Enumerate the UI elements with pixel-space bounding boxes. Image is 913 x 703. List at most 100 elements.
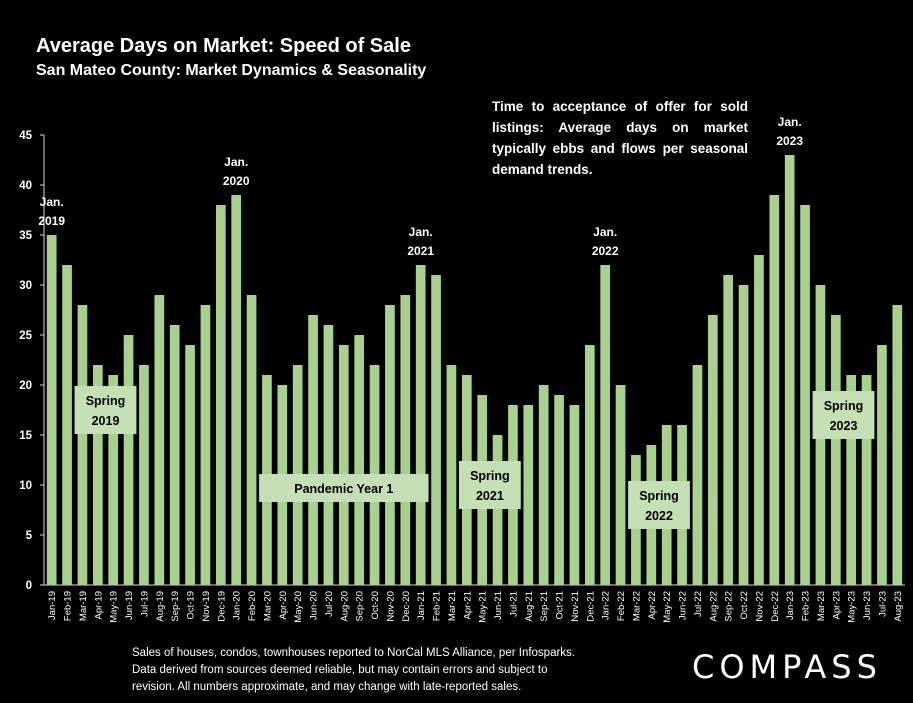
bar: [215, 205, 226, 585]
bar: [185, 345, 195, 585]
annotation-label: 2023: [776, 134, 803, 148]
x-tick-label: Sep-21: [539, 591, 550, 622]
x-tick-label: Jul-20: [324, 591, 335, 617]
season-box-label: Spring: [639, 489, 679, 503]
x-tick-label: Mar-21: [447, 591, 458, 621]
bar: [77, 305, 88, 585]
x-tick-label: Dec-22: [770, 591, 781, 622]
x-tick-label: Oct-21: [555, 591, 566, 620]
bar: [692, 365, 703, 585]
season-box-label: 2021: [476, 489, 504, 503]
x-tick-label: Jul-23: [877, 591, 888, 617]
bar: [169, 325, 180, 585]
bar: [108, 375, 119, 585]
y-tick-label: 40: [19, 180, 32, 192]
bar: [784, 155, 795, 585]
x-tick-label: Jul-22: [693, 591, 704, 617]
y-tick-label: 5: [26, 530, 33, 542]
x-tick-label: Aug-22: [708, 591, 719, 622]
season-box: [628, 481, 690, 529]
x-tick-label: Mar-19: [78, 591, 89, 621]
footnote-line-3: revision. All numbers approximate, and m…: [132, 681, 522, 693]
x-tick-label: Jun-19: [124, 591, 135, 620]
bar-chart: 0 5 10 15 20 25 30 35 40 45 Jan-19 Feb-19 Mar-19 Apr-…: [19, 115, 905, 623]
x-tick-label: Apr-19: [93, 591, 104, 620]
x-tick-label: Nov-20: [385, 591, 396, 622]
season-box-label: Spring: [470, 469, 510, 483]
bar: [707, 315, 718, 585]
chart-note: Time to acceptance of offer for sold lis…: [492, 99, 748, 177]
season-box: [259, 474, 429, 502]
season-box-label: 2023: [830, 419, 858, 433]
bar: [246, 295, 257, 585]
bar: [615, 385, 626, 585]
bar: [830, 315, 841, 585]
annotation-label: 2022: [592, 244, 619, 258]
season-box-label: Spring: [824, 399, 864, 413]
footnote-line-2: Data derived from sources deemed reliabl…: [132, 664, 548, 676]
bar: [569, 405, 580, 585]
bar: [584, 345, 595, 585]
annotation-label: Jan.: [593, 225, 617, 239]
season-box-label: Spring: [86, 394, 126, 408]
source-footnote: Sales of houses, condos, townhouses repo…: [132, 645, 612, 696]
x-tick-label: Apr-20: [278, 591, 289, 620]
x-tick-label: Sep-22: [724, 591, 735, 622]
x-tick-label: Jan-19: [47, 591, 58, 620]
season-box-label: 2022: [645, 509, 673, 523]
x-tick-label: Feb-23: [801, 591, 812, 621]
y-tick-label: 30: [19, 280, 32, 292]
x-tick-label: May-21: [478, 591, 489, 623]
bar: [139, 365, 149, 585]
bar: [877, 345, 887, 585]
bar: [600, 265, 611, 585]
y-tick-label: 35: [19, 230, 32, 242]
bar: [523, 405, 534, 585]
x-tick-label: Sep-20: [355, 591, 366, 622]
y-tick-label: 0: [26, 580, 32, 592]
bar: [123, 335, 134, 585]
x-tick-label: Jun-23: [862, 591, 873, 620]
x-tick-label: Aug-23: [893, 591, 904, 622]
x-tick-label: May-22: [662, 591, 673, 623]
annotation-label: Jan.: [778, 115, 802, 129]
x-tick-label: Jan-22: [601, 591, 612, 620]
annotation-label: 2020: [223, 174, 250, 188]
bar: [62, 265, 72, 585]
x-tick-label: Mar-22: [631, 591, 642, 621]
x-tick-label: Nov-21: [570, 591, 581, 622]
x-tick-label: Oct-20: [370, 591, 381, 620]
x-tick-label: Aug-21: [524, 591, 535, 622]
bar: [846, 375, 857, 585]
bar: [723, 275, 734, 585]
x-tick-label: Apr-23: [831, 591, 842, 620]
bar: [338, 345, 349, 585]
season-box: [458, 461, 521, 509]
x-tick-label: May-20: [293, 591, 304, 623]
x-tick-label: Jun-20: [309, 591, 320, 620]
x-tick-label: May-23: [847, 591, 858, 623]
bar: [769, 195, 780, 585]
bar: [738, 285, 749, 585]
bar: [154, 295, 165, 585]
x-tick-label: Feb-20: [247, 591, 258, 621]
x-tick-label: Jul-19: [139, 591, 150, 617]
x-tick-label: Aug-20: [339, 591, 350, 622]
bar: [385, 305, 395, 585]
x-tick-label: Sep-19: [170, 591, 181, 622]
bar: [308, 315, 318, 585]
x-tick-label: Feb-21: [432, 591, 443, 621]
x-tick-label: Jun-21: [493, 591, 504, 620]
y-tick-label: 20: [19, 380, 32, 392]
bar: [323, 325, 334, 585]
bar: [354, 335, 365, 585]
y-tick-label: 25: [19, 330, 32, 342]
bar: [892, 305, 903, 585]
x-tick-label: Oct-19: [186, 591, 197, 620]
x-tick-label: Jan-21: [416, 591, 427, 620]
x-tick-label: Dec-20: [401, 591, 412, 622]
annotation-label: Jan.: [409, 225, 433, 239]
footnote-line-1: Sales of houses, condos, townhouses repo…: [132, 647, 575, 659]
annotation-label: Jan.: [224, 155, 248, 169]
bar: [800, 205, 810, 585]
